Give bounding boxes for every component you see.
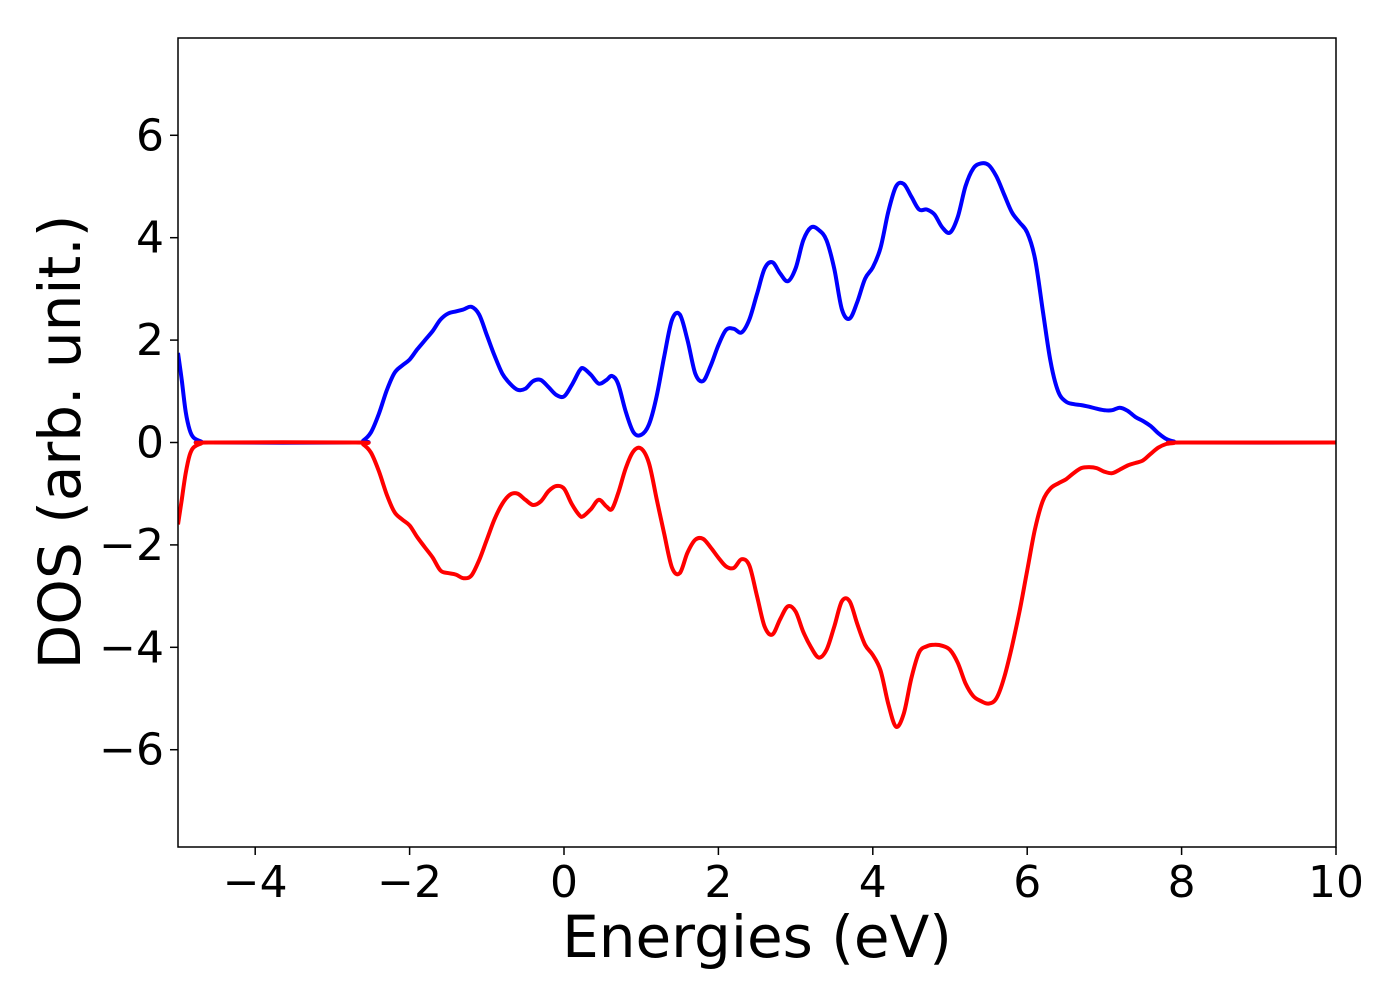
y-tick-label: 0 [136,418,164,469]
series-line-2 [178,440,1336,729]
y-tick-label: −4 [99,622,164,673]
y-tick-label: −2 [99,520,164,571]
series-line-1 [178,161,1336,445]
y-tick-label: 4 [136,213,164,264]
x-tick-label: −4 [223,857,288,908]
y-tick-label: 6 [136,110,164,161]
x-tick-label: 2 [704,857,732,908]
x-tick-label: 8 [1168,857,1196,908]
x-tick-label: 4 [859,857,887,908]
y-axis-ticks: 6 4 2 0 −2 −4 −6 [99,110,178,776]
x-tick-label: 0 [550,857,578,908]
x-axis-ticks: −4 −2 0 2 4 6 8 10 [223,847,1364,908]
series-layer [178,161,1336,729]
x-tick-label: −2 [377,857,442,908]
y-tick-label: −6 [99,725,164,776]
x-axis-title: Energies (eV) [562,903,952,971]
x-tick-label: 6 [1013,857,1041,908]
y-tick-label: 2 [136,315,164,366]
x-tick-label: 10 [1308,857,1364,908]
y-axis-title: DOS (arb. unit.) [26,215,94,670]
